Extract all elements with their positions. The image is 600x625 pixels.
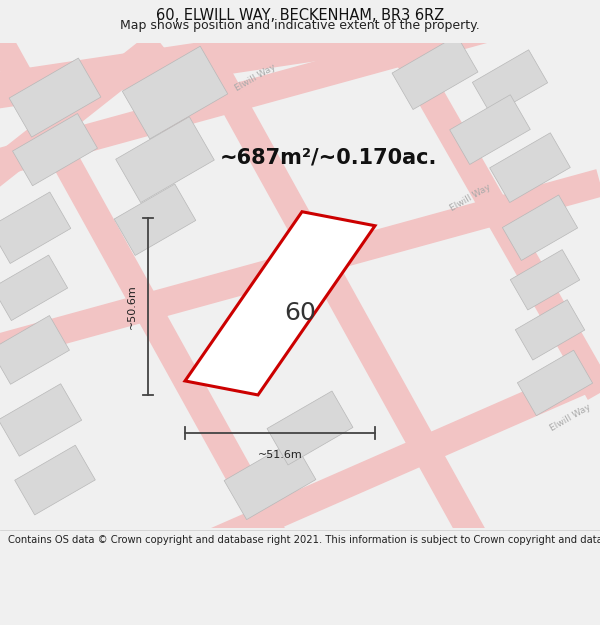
Text: 60, ELWILL WAY, BECKENHAM, BR3 6RZ: 60, ELWILL WAY, BECKENHAM, BR3 6RZ [156,9,444,24]
Text: Elwill Way: Elwill Way [233,62,277,93]
Polygon shape [0,169,600,366]
Polygon shape [0,192,71,264]
Polygon shape [224,441,316,519]
Polygon shape [0,0,600,181]
Polygon shape [114,184,196,256]
Polygon shape [185,212,375,395]
Polygon shape [388,36,600,400]
Polygon shape [14,445,95,515]
Polygon shape [0,255,68,321]
Text: ~51.6m: ~51.6m [257,450,302,460]
Polygon shape [0,384,82,456]
Polygon shape [502,195,578,261]
Text: ~687m²/~0.170ac.: ~687m²/~0.170ac. [220,148,437,168]
Text: Elwill Way: Elwill Way [548,402,592,433]
Polygon shape [472,50,548,115]
Polygon shape [449,95,530,164]
Polygon shape [0,36,292,555]
Text: ~50.6m: ~50.6m [127,284,137,329]
Polygon shape [188,36,492,555]
Polygon shape [194,360,600,561]
Polygon shape [510,249,580,310]
Polygon shape [0,31,169,259]
Polygon shape [122,46,228,139]
Text: Contains OS data © Crown copyright and database right 2021. This information is : Contains OS data © Crown copyright and d… [8,535,600,545]
Polygon shape [267,391,353,465]
Text: Map shows position and indicative extent of the property.: Map shows position and indicative extent… [120,19,480,32]
Polygon shape [9,58,101,137]
Polygon shape [517,350,593,416]
Polygon shape [116,117,214,202]
Polygon shape [515,299,585,360]
Text: 60: 60 [284,301,316,325]
Polygon shape [392,36,478,109]
Polygon shape [13,114,97,186]
Polygon shape [0,9,422,116]
Polygon shape [490,132,571,202]
Text: Elwill Way: Elwill Way [448,182,492,213]
Polygon shape [0,316,70,384]
